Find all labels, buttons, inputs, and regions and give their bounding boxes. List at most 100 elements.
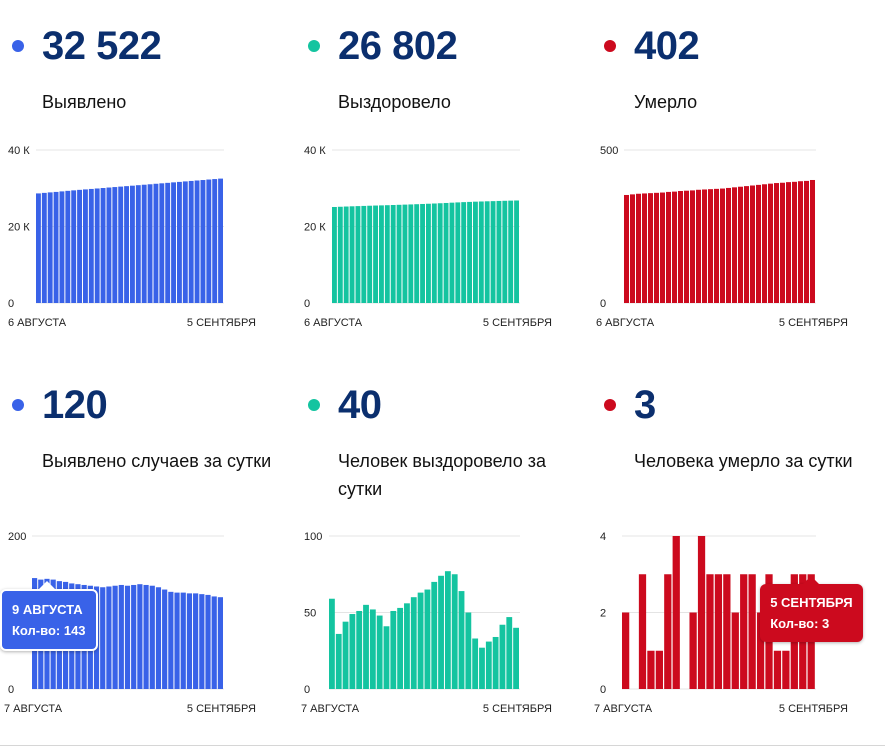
bar[interactable]: [714, 188, 719, 303]
bar[interactable]: [506, 617, 513, 689]
bar[interactable]: [684, 190, 689, 303]
bar[interactable]: [112, 585, 118, 689]
bar[interactable]: [740, 574, 748, 689]
bar[interactable]: [200, 180, 206, 303]
bar[interactable]: [329, 598, 335, 689]
bar[interactable]: [748, 574, 756, 689]
bar[interactable]: [47, 192, 53, 303]
bar[interactable]: [124, 585, 131, 689]
bar[interactable]: [689, 612, 697, 690]
bar[interactable]: [792, 181, 797, 303]
bar[interactable]: [798, 181, 803, 303]
bar[interactable]: [361, 205, 367, 303]
bar[interactable]: [367, 205, 373, 303]
bar[interactable]: [199, 594, 205, 689]
bar[interactable]: [376, 615, 383, 689]
bar[interactable]: [349, 206, 355, 303]
bar[interactable]: [153, 183, 159, 303]
bar[interactable]: [647, 650, 655, 689]
bar[interactable]: [706, 574, 714, 689]
bar[interactable]: [106, 187, 112, 303]
bar[interactable]: [499, 624, 506, 689]
bar[interactable]: [431, 581, 438, 689]
bar[interactable]: [449, 202, 455, 303]
bar[interactable]: [130, 185, 135, 303]
chart-daily-cases[interactable]: 0 200 7 АВГУСТА 5 СЕНТЯБРЯ: [0, 359, 290, 719]
bar[interactable]: [363, 604, 369, 689]
bar[interactable]: [744, 186, 749, 303]
bar[interactable]: [408, 204, 414, 303]
bar[interactable]: [349, 614, 356, 689]
bar[interactable]: [332, 206, 337, 303]
bar[interactable]: [59, 191, 65, 303]
bar[interactable]: [383, 626, 390, 689]
bar[interactable]: [188, 180, 194, 303]
bar[interactable]: [174, 592, 180, 689]
bar[interactable]: [622, 612, 630, 690]
bar[interactable]: [786, 182, 791, 303]
bar[interactable]: [508, 200, 514, 303]
bar[interactable]: [496, 200, 502, 303]
bar[interactable]: [782, 650, 790, 689]
bar[interactable]: [162, 589, 168, 689]
chart-total-cases[interactable]: 0 20 К 40 К 6 АВГУСТА 5 СЕНТЯБРЯ: [0, 0, 290, 360]
bar[interactable]: [678, 191, 683, 303]
bar[interactable]: [768, 183, 773, 303]
bar[interactable]: [343, 206, 349, 303]
bar[interactable]: [118, 584, 124, 689]
bar[interactable]: [624, 194, 629, 303]
bar[interactable]: [780, 182, 785, 303]
bar[interactable]: [194, 180, 200, 303]
bar[interactable]: [461, 202, 467, 303]
bar[interactable]: [147, 184, 153, 303]
bar[interactable]: [513, 627, 519, 689]
bar[interactable]: [750, 185, 755, 303]
bar[interactable]: [444, 571, 451, 689]
chart-total-deaths[interactable]: 0 500 6 АВГУСТА 5 СЕНТЯБРЯ: [592, 0, 882, 360]
bar[interactable]: [756, 612, 765, 690]
bar[interactable]: [642, 193, 647, 303]
bar[interactable]: [655, 650, 663, 689]
bar[interactable]: [355, 206, 361, 303]
bar[interactable]: [390, 205, 396, 303]
bar[interactable]: [342, 621, 349, 689]
bar[interactable]: [630, 194, 635, 303]
bar[interactable]: [106, 586, 112, 689]
bar[interactable]: [773, 650, 782, 689]
bar[interactable]: [484, 201, 490, 303]
bar[interactable]: [731, 612, 739, 690]
bar[interactable]: [654, 192, 659, 303]
bar[interactable]: [369, 609, 376, 689]
bar[interactable]: [473, 201, 478, 303]
bar[interactable]: [141, 184, 147, 303]
bar[interactable]: [697, 536, 706, 689]
bar[interactable]: [458, 591, 465, 689]
chart-daily-deaths[interactable]: 0 2 4 7 АВГУСТА 5 СЕНТЯБРЯ: [592, 359, 882, 719]
bar[interactable]: [774, 183, 779, 303]
bar[interactable]: [502, 200, 508, 303]
bar[interactable]: [356, 610, 363, 689]
bar[interactable]: [437, 203, 443, 303]
bar[interactable]: [443, 202, 449, 303]
bar[interactable]: [100, 587, 106, 689]
bar[interactable]: [143, 584, 149, 689]
bar[interactable]: [438, 575, 444, 689]
bar[interactable]: [514, 200, 519, 303]
bar[interactable]: [168, 591, 174, 689]
bar[interactable]: [756, 184, 761, 303]
bar[interactable]: [660, 192, 665, 303]
bar[interactable]: [672, 191, 677, 303]
bar[interactable]: [83, 189, 88, 303]
bar[interactable]: [100, 188, 106, 303]
bar[interactable]: [492, 636, 499, 689]
bar[interactable]: [71, 190, 77, 303]
bar[interactable]: [465, 612, 472, 690]
bar[interactable]: [53, 191, 59, 303]
bar[interactable]: [177, 181, 182, 303]
bar[interactable]: [732, 187, 737, 303]
bar[interactable]: [455, 202, 461, 303]
bar[interactable]: [396, 204, 402, 303]
bar[interactable]: [762, 184, 767, 303]
bar[interactable]: [804, 180, 809, 303]
bar[interactable]: [424, 589, 431, 689]
